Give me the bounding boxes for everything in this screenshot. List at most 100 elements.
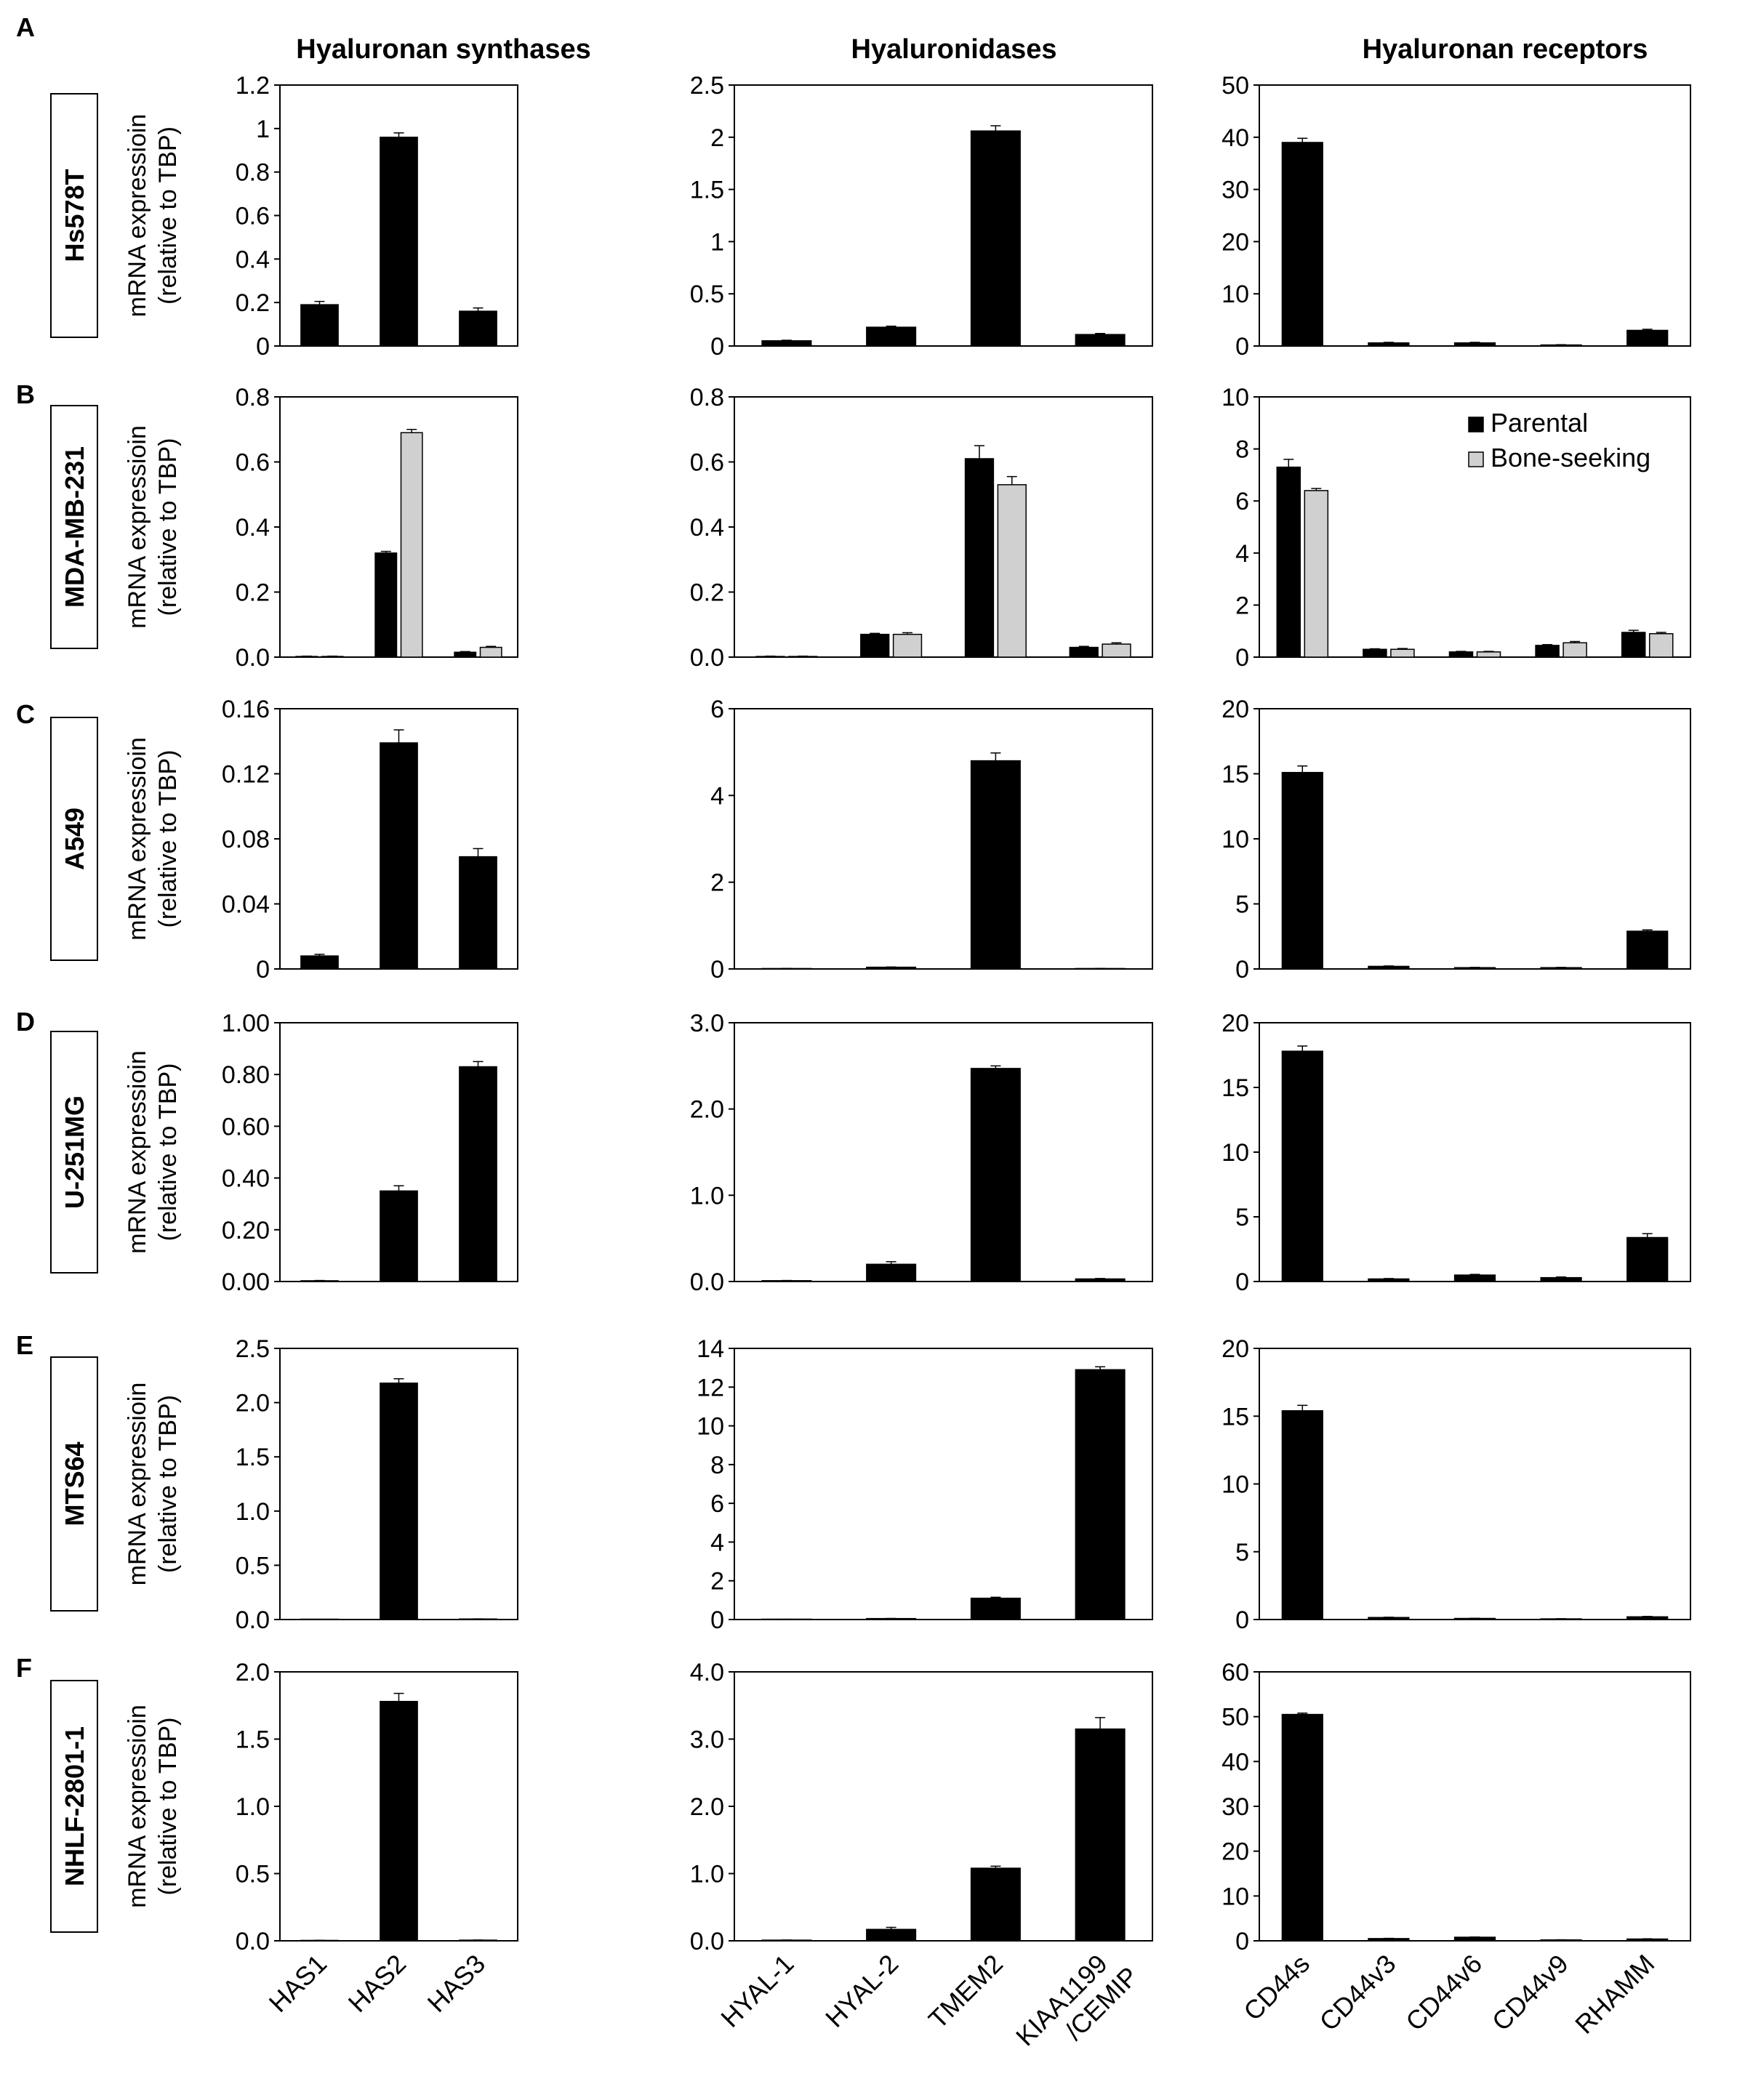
row-label: MTS64 bbox=[60, 1441, 89, 1526]
y-axis-label: (relative to TBP) bbox=[154, 1063, 182, 1241]
bar bbox=[970, 130, 1021, 347]
bar bbox=[1363, 648, 1387, 658]
y-tick-label: 50 bbox=[1222, 72, 1249, 100]
bar bbox=[1648, 633, 1674, 658]
category-label-line: CD44v9 bbox=[1486, 1949, 1574, 2037]
y-tick-label: 0.0 bbox=[236, 644, 270, 672]
y-tick-label: 5 bbox=[1235, 891, 1249, 919]
row-label-box bbox=[50, 1031, 98, 1274]
row-label-box bbox=[50, 1680, 98, 1933]
y-tick-label: 4 bbox=[1235, 540, 1249, 568]
y-tick-label: 10 bbox=[1222, 1471, 1249, 1499]
category-label-line: CD44v6 bbox=[1400, 1949, 1488, 2037]
y-tick-label: 40 bbox=[1222, 1748, 1249, 1776]
y-tick-label: 10 bbox=[697, 1413, 724, 1441]
category-label-line: HYAL-2 bbox=[819, 1949, 904, 2033]
y-tick-label: 0.20 bbox=[222, 1217, 270, 1244]
y-tick-label: 0.5 bbox=[236, 1552, 270, 1580]
chart-panel: 0.0 1.0 2.0 3.0 4.0 HYAL-1 HYAL-2 TMEM2 KIAA1199… bbox=[690, 1659, 1153, 2073]
chart-panel: 0 10 20 30 40 50 bbox=[1222, 72, 1691, 361]
bar bbox=[1390, 648, 1415, 658]
legend-label: Bone-seeking bbox=[1491, 443, 1650, 472]
category-label: HAS2 bbox=[342, 1949, 412, 2018]
y-tick-label: 0.0 bbox=[236, 1928, 270, 1955]
row-label-box bbox=[50, 717, 98, 961]
chart-panel: 0.0 1.0 2.0 3.0 bbox=[690, 1010, 1153, 1296]
category-label-line: RHAMM bbox=[1569, 1949, 1660, 2040]
y-tick-label: 15 bbox=[1222, 1074, 1249, 1102]
row-label-box bbox=[50, 93, 98, 338]
y-tick-label: 0.8 bbox=[236, 159, 270, 187]
y-tick-label: 0.40 bbox=[222, 1165, 270, 1193]
y-tick-label: 10 bbox=[1222, 826, 1249, 853]
category-label: KIAA1199/CEMIP bbox=[1010, 1939, 1144, 2073]
column-title: Hyaluronidases bbox=[851, 34, 1057, 65]
bar bbox=[300, 955, 339, 970]
y-tick-label: 1.5 bbox=[236, 1726, 270, 1754]
row-label: MDA-MB-231 bbox=[60, 446, 89, 608]
y-tick-label: 40 bbox=[1222, 124, 1249, 152]
y-tick-label: 0.6 bbox=[236, 449, 270, 477]
row-label: NHLF-2801-1 bbox=[60, 1726, 89, 1886]
bar bbox=[1075, 1369, 1126, 1620]
category-label: CD44v6 bbox=[1400, 1949, 1488, 2037]
category-label: CD44v9 bbox=[1486, 1949, 1574, 2037]
y-tick-label: 0 bbox=[1235, 1606, 1249, 1634]
bar bbox=[380, 1190, 418, 1282]
bar bbox=[459, 856, 497, 970]
bar bbox=[964, 458, 995, 658]
y-tick-label: 20 bbox=[1222, 1010, 1249, 1037]
bar bbox=[1276, 466, 1301, 658]
y-tick-label: 2 bbox=[710, 124, 724, 152]
y-tick-label: 6 bbox=[1235, 488, 1249, 515]
bar bbox=[866, 1263, 917, 1282]
y-tick-label: 0 bbox=[710, 333, 724, 361]
bar bbox=[1069, 646, 1099, 658]
y-tick-label: 2 bbox=[1235, 592, 1249, 619]
y-tick-label: 2 bbox=[710, 1568, 724, 1596]
y-tick-label: 4.0 bbox=[690, 1659, 724, 1686]
panel-letter: C bbox=[16, 699, 35, 729]
panel-letter: D bbox=[16, 1007, 35, 1037]
y-tick-label: 2.0 bbox=[236, 1390, 270, 1417]
bar bbox=[1476, 651, 1501, 658]
plot-frame bbox=[1259, 1348, 1691, 1620]
plot-frame bbox=[279, 396, 518, 658]
bar bbox=[1563, 642, 1587, 658]
bar bbox=[866, 1928, 917, 1942]
y-tick-label: 0.4 bbox=[236, 514, 270, 542]
legend-label: Parental bbox=[1491, 408, 1588, 438]
y-tick-label: 2.0 bbox=[690, 1096, 724, 1124]
bar bbox=[1453, 1936, 1496, 1942]
bar bbox=[1540, 1276, 1582, 1282]
bar bbox=[1448, 651, 1474, 658]
bar bbox=[1626, 1616, 1669, 1620]
chart-panel: 0 5 10 15 20 bbox=[1222, 1010, 1691, 1296]
y-tick-label: 1.0 bbox=[236, 1498, 270, 1526]
y-tick-label: 4 bbox=[710, 1529, 724, 1556]
chart-panel: 0 5 10 15 20 bbox=[1222, 1335, 1691, 1634]
bar bbox=[374, 552, 398, 658]
y-tick-label: 6 bbox=[710, 696, 724, 723]
y-tick-label: 0.8 bbox=[236, 384, 270, 411]
category-label-line: CD44s bbox=[1237, 1949, 1315, 2027]
y-tick-label: 0.04 bbox=[222, 891, 270, 919]
y-tick-label: 14 bbox=[697, 1335, 724, 1363]
bar bbox=[1075, 1728, 1126, 1942]
bar bbox=[459, 310, 497, 347]
category-label-line: HAS2 bbox=[342, 1949, 412, 2018]
chart-panel: 0 2 4 6 bbox=[710, 696, 1153, 983]
category-label: HYAL-2 bbox=[819, 1949, 904, 2033]
y-axis-label: (relative to TBP) bbox=[154, 1395, 182, 1573]
bar bbox=[380, 137, 418, 347]
y-axis-label: mRNA expressioin bbox=[124, 114, 151, 318]
chart-panel: 0 2 4 6 8 10 12 14 bbox=[697, 1335, 1153, 1634]
y-tick-label: 10 bbox=[1222, 384, 1249, 411]
bar bbox=[1626, 329, 1669, 347]
bar bbox=[479, 646, 502, 658]
bar bbox=[866, 326, 917, 347]
y-tick-label: 0.5 bbox=[236, 1861, 270, 1888]
y-tick-label: 1.0 bbox=[690, 1182, 724, 1210]
y-tick-label: 8 bbox=[710, 1452, 724, 1479]
